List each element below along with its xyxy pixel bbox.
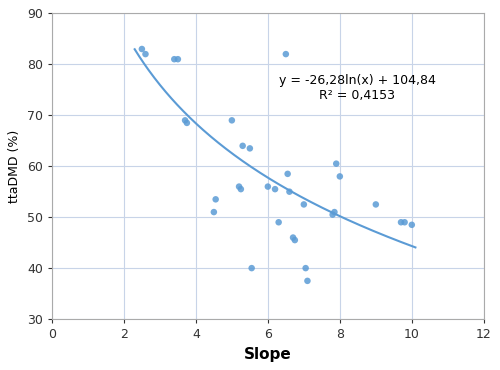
Point xyxy=(174,56,182,62)
Point xyxy=(397,219,405,225)
Point xyxy=(142,51,150,57)
Point xyxy=(291,237,299,243)
Point xyxy=(237,186,245,192)
Point xyxy=(248,265,256,271)
Point xyxy=(274,219,282,225)
Point xyxy=(372,202,380,208)
Point xyxy=(228,117,236,123)
Point xyxy=(400,219,408,225)
Point xyxy=(408,222,416,228)
Point xyxy=(286,189,294,195)
Point xyxy=(302,265,310,271)
Point xyxy=(332,161,340,167)
Point xyxy=(235,184,243,189)
Point xyxy=(330,209,338,215)
Point xyxy=(264,184,272,189)
Point xyxy=(170,56,178,62)
Point xyxy=(336,174,344,179)
Point xyxy=(138,46,146,52)
Point xyxy=(210,209,218,215)
Point xyxy=(328,212,336,218)
Point xyxy=(271,186,279,192)
Point xyxy=(212,196,220,202)
Point xyxy=(300,202,308,208)
Point xyxy=(304,278,312,284)
Point xyxy=(246,145,254,151)
Y-axis label: ttaDMD (%): ttaDMD (%) xyxy=(8,130,22,203)
Point xyxy=(238,143,246,149)
Point xyxy=(183,120,191,126)
Text: y = -26,28ln(x) + 104,84
          R² = 0,4153: y = -26,28ln(x) + 104,84 R² = 0,4153 xyxy=(278,74,436,102)
X-axis label: Slope: Slope xyxy=(244,347,292,361)
Point xyxy=(289,235,297,241)
Point xyxy=(282,51,290,57)
Point xyxy=(284,171,292,177)
Point xyxy=(181,117,189,123)
